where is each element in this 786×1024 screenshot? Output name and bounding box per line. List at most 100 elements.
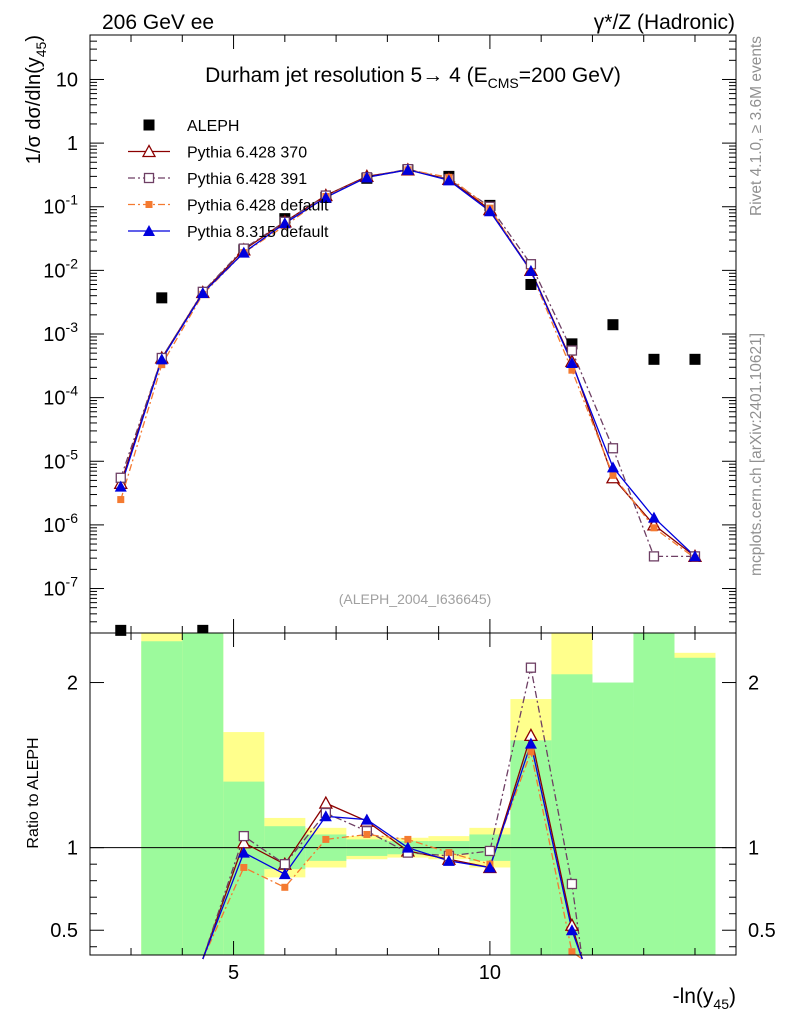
main-point-s0-12 xyxy=(607,319,619,331)
ratio-point-s3-4 xyxy=(360,813,373,825)
ratio-point-s3-1 xyxy=(237,846,250,858)
legend-label-3: Pythia 6.428 default xyxy=(187,198,329,215)
main-title: Durham jet resolution 5→ 4 (ECMS=200 GeV… xyxy=(205,64,621,91)
legend-label-4: Pythia 8.315 default xyxy=(187,224,329,241)
ratio-ytick-label-right: 1 xyxy=(748,838,759,860)
ratio-point-s2-4 xyxy=(363,830,371,838)
ratio-point-s2-8 xyxy=(527,748,535,756)
main-point-s3-13 xyxy=(650,524,658,532)
ratio-point-s3-2 xyxy=(278,868,291,880)
mcplots-label: mcplots.cern.ch [arXiv:2401.10621] xyxy=(748,333,765,576)
main-point-s4-4 xyxy=(278,217,291,229)
main-point-s4-11 xyxy=(565,357,578,369)
ratio-point-s2-2 xyxy=(281,883,289,891)
ratio-ytick-label-right: 2 xyxy=(748,673,759,695)
main-panel: 10 1 10-1 10-2 10-3 10-4 10-5 10-6 10-7 Durham j… xyxy=(23,34,737,636)
ratio-band-green-1 xyxy=(182,633,224,955)
rivet-label: Rivet 4.1.0, ≥ 3.6M events xyxy=(748,36,765,216)
main-point-s4-7 xyxy=(401,163,414,175)
ratio-xtick-label: 5 xyxy=(228,962,239,984)
main-point-s0-11 xyxy=(566,338,578,350)
ratio-point-s2-6 xyxy=(445,849,453,857)
main-point-s2-12 xyxy=(607,443,619,454)
main-point-s4-3 xyxy=(237,246,250,258)
main-ytick-label: 10-1 xyxy=(43,192,78,219)
ratio-point-s1-9 xyxy=(566,878,578,890)
main-point-s3-0 xyxy=(117,496,125,504)
ratio-frame xyxy=(89,632,737,956)
main-point-s4-5 xyxy=(319,191,332,203)
legend-label-0: ALEPH xyxy=(187,118,239,135)
main-point-s4-9 xyxy=(483,205,496,217)
ratio-point-s2-1 xyxy=(240,863,248,871)
ratio-ytick-label-left: 2 xyxy=(67,673,78,695)
ratio-band-green-12 xyxy=(633,633,675,955)
main-point-s4-10 xyxy=(524,264,537,276)
main-ytick-label: 10-3 xyxy=(43,319,78,346)
ratio-band-green-0 xyxy=(141,641,183,955)
ratio-point-s3-7 xyxy=(483,861,496,873)
ratio-point-s3-3 xyxy=(319,810,332,822)
ratio-point-s3-5 xyxy=(401,841,414,853)
legend-label-2: Pythia 6.428 391 xyxy=(187,171,307,188)
legend-marker-0 xyxy=(143,119,155,131)
main-point-s3-11 xyxy=(568,366,576,374)
ratio-point-s3-9 xyxy=(565,924,578,936)
main-point-s4-14 xyxy=(688,550,701,562)
ratio-point-s2-3 xyxy=(322,835,330,843)
legend-marker-4 xyxy=(143,225,155,236)
ratio-point-s1-8 xyxy=(525,662,537,673)
main-point-s0-0 xyxy=(115,624,127,636)
main-ytick-label: 10-2 xyxy=(43,255,78,282)
ratio-panel: 2 2 1 1 0.5 0.5 5 10 Ratio to ALEPH -ln(y45) xyxy=(25,619,776,1012)
ratio-point-s1-1 xyxy=(238,830,249,842)
ratio-point-s3-6 xyxy=(442,854,455,866)
ratio-ytick-label-left: 0.5 xyxy=(50,920,78,942)
main-point-s4-1 xyxy=(155,353,168,365)
ratio-point-s2-5 xyxy=(404,835,412,843)
legend-label-1: Pythia 6.428 370 xyxy=(187,145,307,162)
main-ytick-label: 10-7 xyxy=(43,574,78,601)
main-ylabel: 1/σ dσ/dln(y45) xyxy=(23,35,49,164)
ratio-ytick-label-left: 1 xyxy=(67,838,78,860)
main-point-s4-2 xyxy=(196,287,209,299)
main-ytick-label: 1 xyxy=(67,133,78,155)
legend-marker-1 xyxy=(141,144,157,158)
main-point-s4-8 xyxy=(442,174,455,186)
legend: ALEPH Pythia 6.428 370 Pythia 6.428 391 Pyt… xyxy=(128,118,329,241)
legend-marker-3 xyxy=(145,201,153,208)
main-point-s0-14 xyxy=(689,353,701,365)
ratio-point-s1-2 xyxy=(279,859,290,870)
ratio-point-s2-9 xyxy=(568,948,576,956)
main-ytick-label: 10-6 xyxy=(43,510,78,537)
main-point-s4-13 xyxy=(647,511,660,523)
ratio-band-green-13 xyxy=(674,657,716,955)
ratio-xtick-label: 10 xyxy=(479,962,501,984)
analysis-id: (ALEPH_2004_I636645) xyxy=(339,591,492,607)
main-point-s4-0 xyxy=(114,480,127,492)
main-point-s0-10 xyxy=(525,278,537,290)
main-point-s0-2 xyxy=(197,624,209,636)
header-right: γ*/Z (Hadronic) xyxy=(594,11,735,34)
main-point-s3-12 xyxy=(609,471,617,479)
main-point-s4-6 xyxy=(360,171,373,183)
ratio-ylabel: Ratio to ALEPH xyxy=(25,737,42,848)
ratio-point-s3-8 xyxy=(524,737,537,749)
main-ytick-label: 10-5 xyxy=(43,446,78,473)
ratio-point-s1-7 xyxy=(484,845,496,857)
main-point-s3-1 xyxy=(158,361,166,369)
legend-marker-2 xyxy=(143,172,155,184)
ratio-ytick-label-right: 0.5 xyxy=(748,920,776,942)
main-point-s4-12 xyxy=(606,461,619,473)
main-point-s2-11 xyxy=(566,345,578,356)
header-left: 206 GeV ee xyxy=(102,11,214,34)
main-point-s0-13 xyxy=(648,353,660,365)
main-ytick-label: 10 xyxy=(56,69,78,91)
main-ytick-label: 10-4 xyxy=(43,383,78,410)
main-series-line-2 xyxy=(120,168,695,558)
main-point-s0-1 xyxy=(156,292,168,304)
main-point-s2-13 xyxy=(648,551,660,562)
ratio-band-green-11 xyxy=(592,682,634,955)
ratio-band-green-10 xyxy=(551,674,593,955)
